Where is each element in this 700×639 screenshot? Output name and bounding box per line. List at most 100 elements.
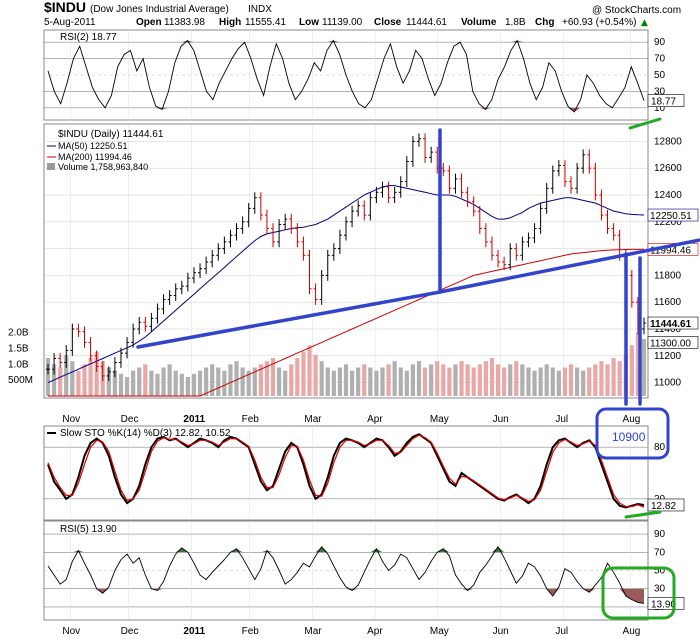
volume-bar — [550, 367, 555, 396]
volume-bar — [210, 364, 215, 396]
low-value: 11139.00 — [322, 17, 363, 28]
last-value-label: 13.90 — [651, 599, 676, 610]
watermark: @ StockCharts.com — [592, 5, 681, 16]
volume-bar — [45, 358, 51, 396]
volume-bar — [629, 345, 634, 396]
y-tick-label: 11600 — [654, 297, 682, 308]
volume-bar — [556, 370, 561, 396]
volume-bar — [319, 361, 324, 396]
ma200-legend: MA(200) 11994.46 — [58, 152, 132, 162]
volume-bar — [489, 358, 495, 396]
volume-bar — [435, 361, 440, 396]
sto-k-line — [47, 433, 645, 509]
volume-bar — [137, 367, 142, 396]
volume-bar — [283, 370, 288, 396]
volume-bar — [422, 367, 428, 396]
volume-swatch — [47, 163, 55, 170]
y-tick-label: 30 — [654, 584, 666, 595]
price-last-box — [647, 316, 699, 330]
chg-value: +60.93 (+0.54%) — [562, 17, 637, 28]
price-last-label: 11994.46 — [650, 245, 691, 256]
volume-tick-label: 1.5B — [8, 344, 29, 355]
volume-tick-label: 2.0B — [8, 328, 29, 339]
chg-label: Chg — [535, 17, 554, 28]
volume-bar — [289, 364, 294, 396]
volume-value: 1.8B — [505, 17, 526, 28]
volume-bar — [386, 364, 391, 396]
high-label: High — [219, 17, 241, 28]
volume-bar — [173, 370, 178, 396]
close-value: 11444.61 — [406, 17, 447, 28]
x-tick-label: Jul — [555, 414, 568, 425]
price-last-label: 12250.51 — [650, 211, 692, 222]
volume-bar — [161, 367, 166, 396]
volume-bar — [197, 370, 203, 396]
volume-bar — [185, 377, 190, 396]
ma50-legend: MA(50) 12250.51 — [58, 141, 128, 151]
x-tick-label: 2011 — [183, 414, 205, 425]
trendline — [438, 238, 700, 294]
volume-bar — [270, 358, 276, 396]
x-tick-label: Jul — [555, 626, 568, 637]
volume-bar — [593, 364, 598, 396]
rsi2-title: RSI(2) 18.77 — [60, 32, 117, 43]
last-value-label: 18.77 — [651, 97, 676, 108]
y-tick-label: 50 — [654, 70, 666, 81]
volume-bar — [605, 364, 610, 396]
volume-bar — [143, 364, 148, 396]
x-tick-label: Mar — [304, 414, 322, 425]
y-tick-label: 80 — [654, 442, 666, 453]
volume-bar — [502, 367, 507, 396]
x-tick-label: May — [430, 414, 449, 425]
volume-bar — [331, 370, 336, 396]
volume-bar — [64, 354, 69, 396]
x-tick-label: Feb — [242, 414, 260, 425]
volume-bar — [374, 370, 379, 396]
y-tick-label: 90 — [654, 37, 666, 48]
volume-bar — [404, 370, 409, 396]
volume-bar — [380, 367, 385, 396]
symbol-title: $INDU — [44, 0, 86, 15]
volume-bar — [514, 361, 519, 396]
x-tick-label: Dec — [121, 414, 139, 425]
volume-bar — [398, 367, 403, 396]
index-name: (Dow Jones Industrial Average) — [90, 4, 229, 15]
open-value: 11383.98 — [164, 17, 205, 28]
volume-bar — [483, 361, 488, 396]
y-tick-label: 12800 — [654, 136, 682, 147]
last-value-label: 12.82 — [651, 501, 676, 512]
volume-bar — [568, 364, 574, 396]
volume-bar — [155, 373, 160, 396]
x-tick-label: Aug — [623, 626, 641, 637]
volume-bar — [149, 370, 154, 396]
price-target-box — [595, 407, 670, 460]
high-value: 11555.41 — [245, 17, 286, 28]
volume-bar — [191, 373, 197, 396]
x-tick-label: Feb — [242, 626, 260, 637]
volume-bar — [459, 361, 464, 396]
ma200-line — [48, 248, 645, 397]
volume-bar — [112, 370, 118, 396]
grid-layer: 9070503010802090705030101280012600124001… — [8, 30, 682, 637]
volume-bar — [106, 367, 111, 396]
volume-bar — [76, 370, 81, 396]
volume-bar — [179, 373, 184, 396]
ma50-line — [47, 185, 645, 384]
volume-bar — [343, 364, 349, 396]
volume-bar — [562, 367, 568, 396]
volume-bar — [356, 367, 361, 396]
volume-bar — [337, 367, 343, 396]
volume-bar — [574, 367, 580, 396]
volume-bar — [635, 332, 641, 396]
x-tick-label: May — [430, 626, 449, 637]
volume-bar — [368, 367, 373, 396]
volume-bar — [471, 367, 476, 396]
volume-bar — [252, 367, 257, 396]
x-tick-label: 2011 — [183, 626, 205, 637]
volume-bar — [587, 367, 592, 396]
close-label: Close — [374, 17, 402, 28]
price-target-label: 10900 — [612, 430, 646, 444]
volume-bar — [508, 364, 513, 396]
sto-divergence-mark — [624, 510, 662, 519]
